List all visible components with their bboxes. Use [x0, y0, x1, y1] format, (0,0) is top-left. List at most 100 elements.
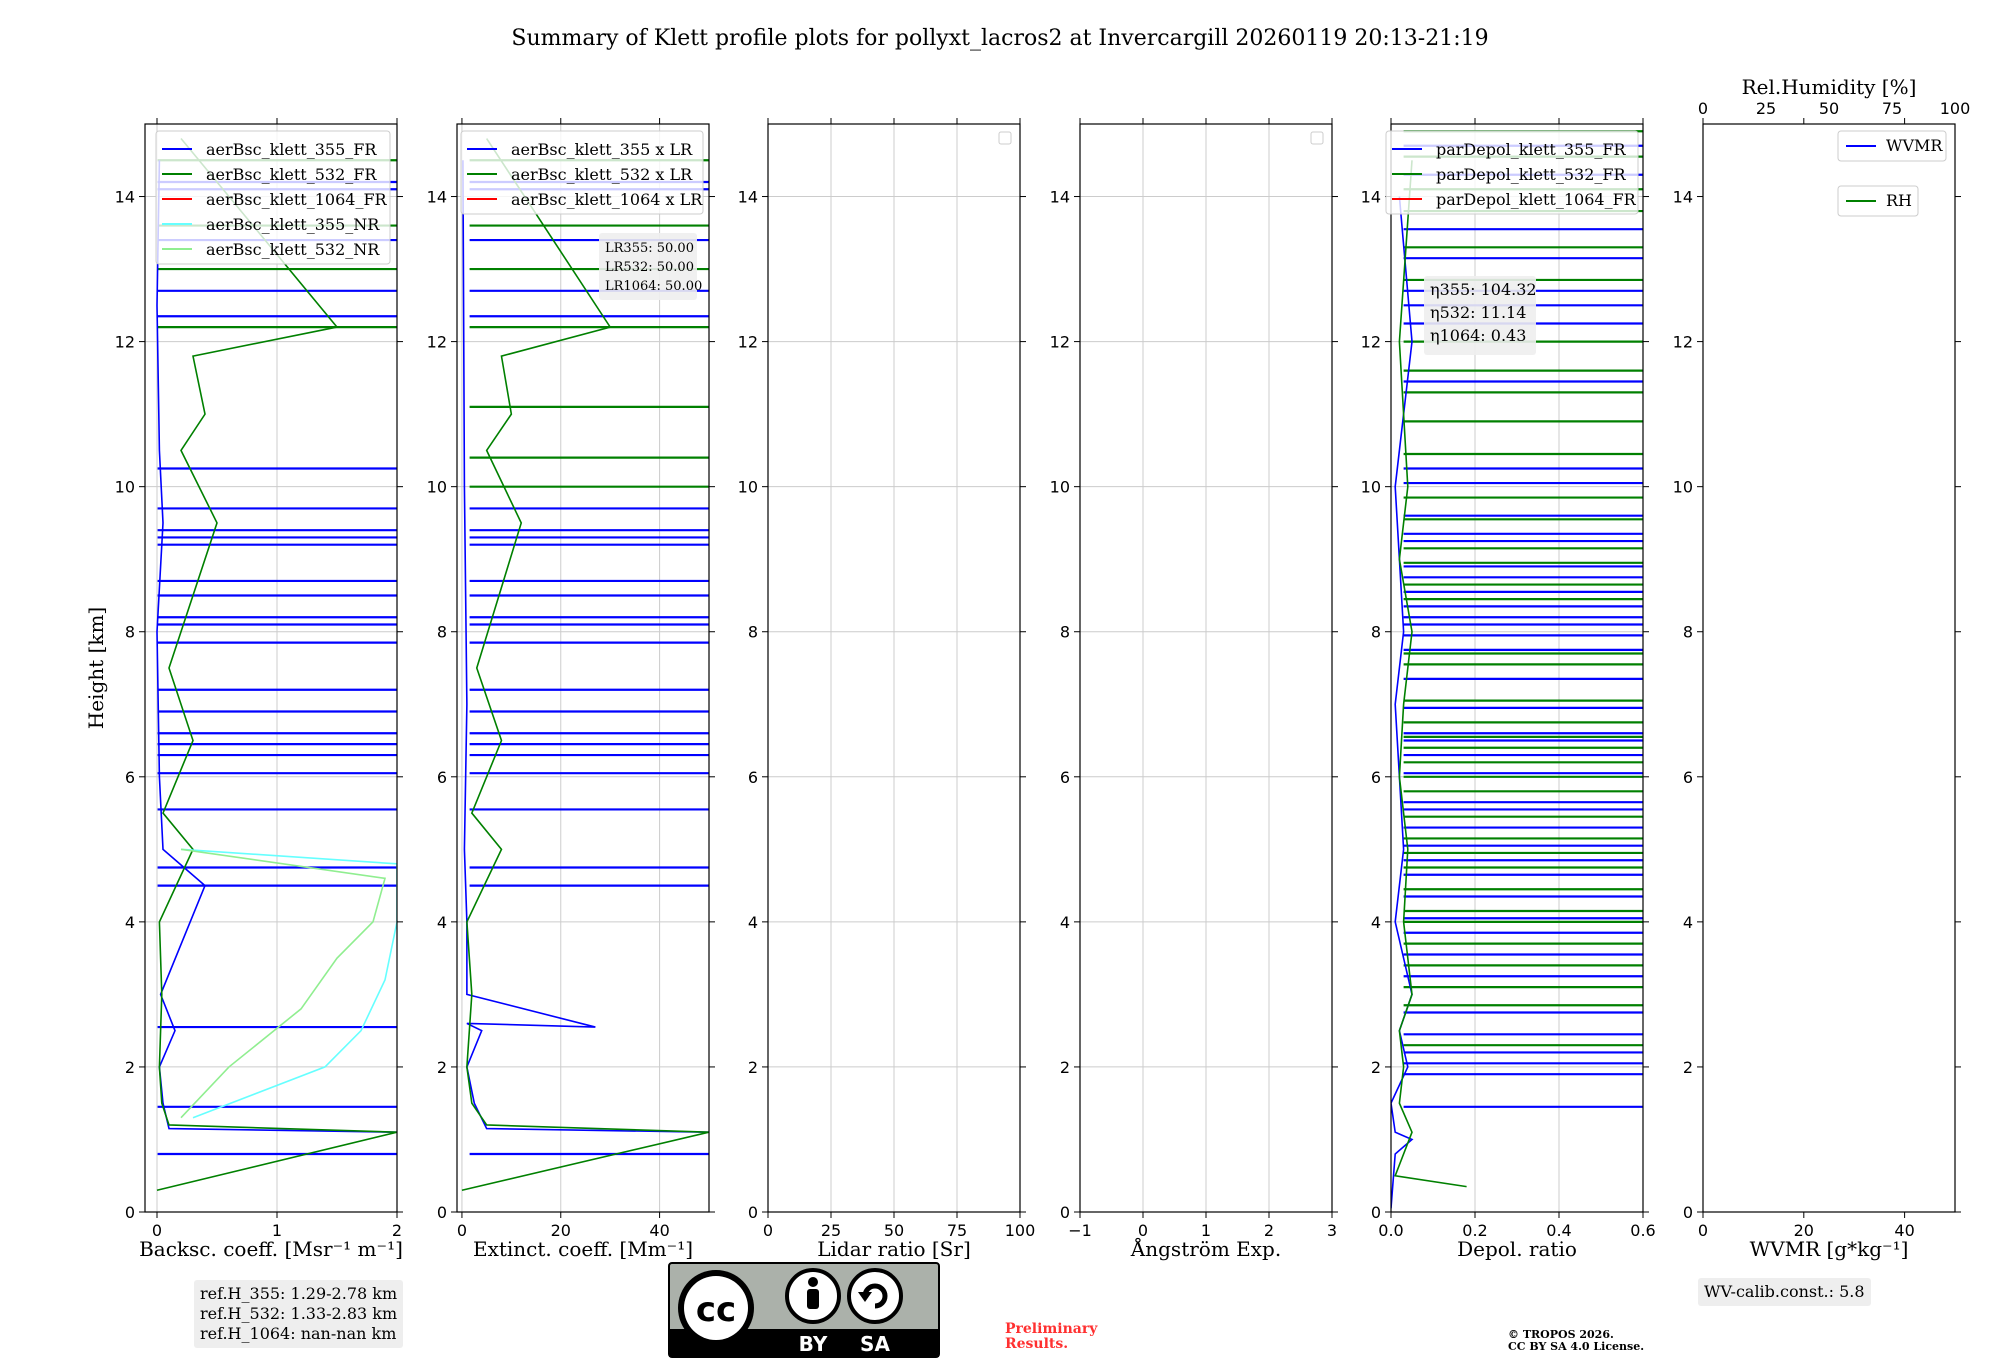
y-tick-label: 0 [748, 1203, 758, 1222]
series-parDepol_klett_355_FR [1391, 196, 1414, 1209]
legend-label: aerBsc_klett_1064_FR [206, 190, 388, 209]
refh-355: ref.H_355: 1.29-2.78 km [200, 1284, 398, 1303]
panel-extinction: 0 20 40 0 2 4 6 8 10 12 14 Extinct. coeff. [Mm⁻¹] ae… [427, 118, 715, 1261]
series-parDepol_klett_532_FR [1394, 160, 1467, 1188]
legend-label: parDepol_klett_355_FR [1436, 140, 1627, 159]
svg-text:cc: cc [696, 1290, 736, 1330]
legend-label: aerBsc_klett_355 x LR [511, 140, 693, 159]
y-tick-label: 6 [1060, 768, 1070, 787]
x-tick-label: 0 [457, 1221, 467, 1240]
x-axis-label: Backsc. coeff. [Msr⁻¹ m⁻¹] [139, 1237, 403, 1261]
x-tick-label: 0 [1698, 1221, 1708, 1240]
reference-height-box: ref.H_355: 1.29-2.78 km ref.H_532: 1.33-… [194, 1280, 404, 1348]
empty-legend-marker [998, 131, 1012, 145]
legend-label: aerBsc_klett_532_NR [206, 240, 380, 259]
y-tick-label: 14 [427, 188, 447, 207]
x-tick-label: 100 [1005, 1221, 1036, 1240]
axes-frame [144, 123, 398, 1213]
y-tick-label: 8 [748, 623, 758, 642]
preliminary-line-2: Results. [1005, 1336, 1069, 1352]
x-tick-label: 0 [763, 1221, 773, 1240]
cc-icon: cc [678, 1270, 754, 1346]
y-tick-label: 10 [738, 478, 758, 497]
y-tick-label: 2 [1060, 1058, 1070, 1077]
legend-label: aerBsc_klett_355_FR [206, 140, 377, 159]
x-tick-label: 3 [1327, 1221, 1337, 1240]
y-tick-label: 4 [1371, 913, 1381, 932]
y-tick-label: 0 [1371, 1203, 1381, 1222]
wv-calibration-box: WV-calib.const.: 5.8 [1698, 1278, 1871, 1306]
refh-1064: ref.H_1064: nan-nan km [200, 1324, 397, 1343]
cc-sa-label: SA [860, 1332, 890, 1356]
annotation-line: LR532: 50.00 [605, 260, 694, 275]
y-tick-label: 0 [1060, 1203, 1070, 1222]
x-tick-label: 2 [392, 1221, 402, 1240]
y-tick-label: 10 [115, 478, 135, 497]
x-tick-label: 0 [1138, 1221, 1148, 1240]
x-tick-label: 0.6 [1630, 1221, 1655, 1240]
legend-box [1837, 130, 1947, 162]
x-tick-label: 0 [152, 1221, 162, 1240]
y-tick-label: 8 [437, 623, 447, 642]
legend-label: WVMR [1886, 136, 1943, 155]
axes-frame [1702, 123, 1956, 1213]
annotation-line: LR355: 50.00 [605, 241, 694, 256]
y-tick-label: 10 [1361, 478, 1381, 497]
x-tick-label: 20 [551, 1221, 571, 1240]
series-aerBsc_klett_532 x LR [461, 138, 709, 1192]
x-axis-label: Depol. ratio [1457, 1237, 1577, 1261]
figure-title: Summary of Klett profile plots for polly… [511, 26, 1488, 51]
annotation-line: η355: 104.32 [1430, 280, 1537, 299]
y-axis-label: Height [km] [84, 607, 108, 729]
x-axis-label: Ångström Exp. [1130, 1236, 1281, 1261]
annotation-box [1424, 276, 1536, 355]
top-axis-label: Rel.Humidity [%] [1742, 75, 1917, 99]
legend-label: aerBsc_klett_355_NR [206, 215, 380, 234]
x-tick-label: 50 [884, 1221, 904, 1240]
preliminary-line-1: Preliminary [1005, 1321, 1098, 1337]
x-tick-label: 1 [1201, 1221, 1211, 1240]
by-icon [785, 1268, 841, 1324]
preliminary-results-note: Preliminary Results. [1005, 1322, 1097, 1352]
legend-box [1837, 185, 1919, 217]
y-tick-label: 2 [748, 1058, 758, 1077]
series-aerBsc_klett_355 x LR [462, 160, 709, 1134]
y-tick-label: 2 [1683, 1058, 1693, 1077]
x-tick-label: 20 [1794, 1221, 1814, 1240]
legend-box [1385, 130, 1639, 215]
x-tick-label: 1 [272, 1221, 282, 1240]
cc-license-badge: cc BY SA [668, 1262, 940, 1358]
axes-frame [456, 123, 710, 1213]
y-tick-label: 4 [1060, 913, 1070, 932]
y-tick-label: 0 [125, 1203, 135, 1222]
x-tick-label: −1 [1068, 1221, 1092, 1240]
annotation-line: η1064: 0.43 [1430, 326, 1526, 345]
y-tick-label: 10 [1673, 478, 1693, 497]
y-tick-label: 4 [1683, 913, 1693, 932]
wv-calib-const: WV-calib.const.: 5.8 [1704, 1282, 1865, 1301]
y-tick-label: 14 [1361, 188, 1381, 207]
x-tick-label: 25 [821, 1221, 841, 1240]
y-tick-label: 2 [1371, 1058, 1381, 1077]
x-axis-label: WVMR [g*kg⁻¹] [1750, 1237, 1909, 1261]
top-x-tick-label: 100 [1940, 99, 1971, 118]
y-tick-label: 12 [1673, 333, 1693, 352]
y-tick-label: 6 [125, 768, 135, 787]
axes-frame [1390, 123, 1644, 1213]
y-tick-label: 14 [1673, 188, 1693, 207]
y-tick-label: 10 [1050, 478, 1070, 497]
panel-depol: 0.0 0.2 0.4 0.6 0 2 4 6 8 10 12 14 Depol. ratio parDe… [1361, 118, 1656, 1261]
y-tick-label: 8 [1683, 623, 1693, 642]
legend-label: aerBsc_klett_532_FR [206, 165, 377, 184]
y-tick-label: 6 [748, 768, 758, 787]
legend-box [155, 130, 391, 265]
annotation-box [599, 233, 697, 300]
y-tick-label: 8 [1060, 623, 1070, 642]
y-tick-label: 14 [738, 188, 758, 207]
y-tick-label: 2 [125, 1058, 135, 1077]
y-tick-label: 14 [1050, 188, 1070, 207]
top-x-tick-label: 75 [1882, 99, 1902, 118]
